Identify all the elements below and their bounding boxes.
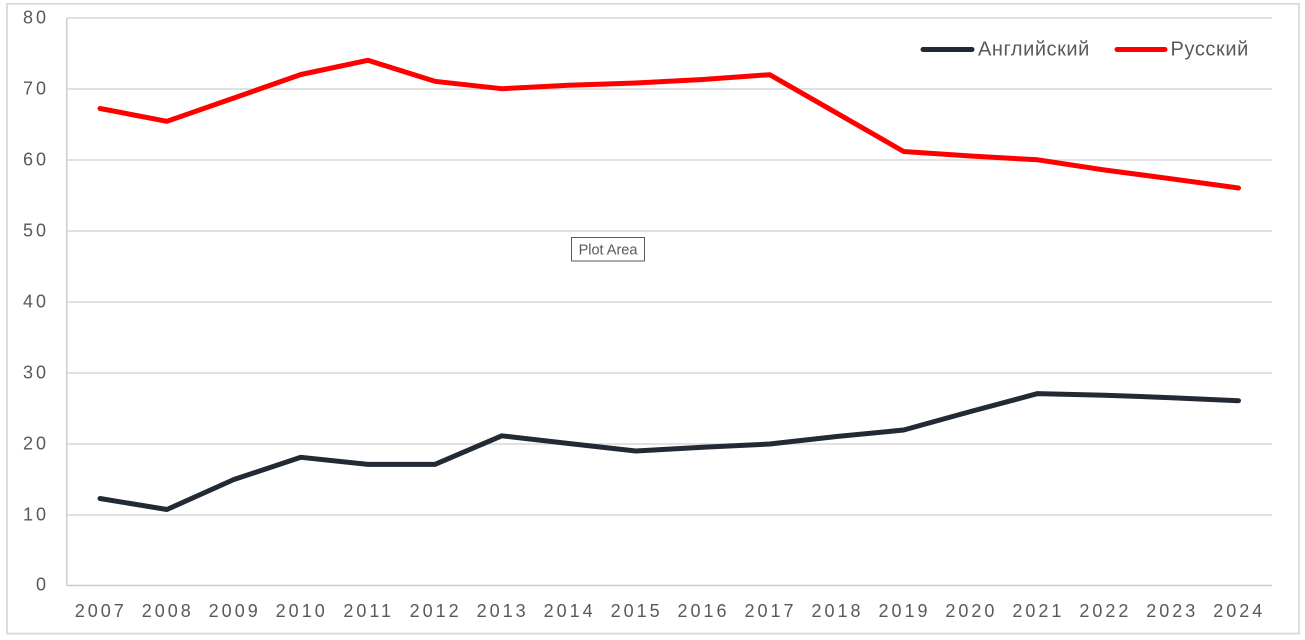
svg-text:70: 70 <box>23 78 49 98</box>
svg-text:2014: 2014 <box>544 601 596 621</box>
svg-text:2013: 2013 <box>477 601 529 621</box>
svg-text:40: 40 <box>23 291 49 311</box>
svg-text:2017: 2017 <box>744 601 796 621</box>
svg-text:50: 50 <box>23 220 49 240</box>
svg-text:2012: 2012 <box>410 601 462 621</box>
svg-text:Английский: Английский <box>978 39 1090 61</box>
svg-text:80: 80 <box>23 7 49 27</box>
svg-text:2007: 2007 <box>75 601 127 621</box>
svg-text:20: 20 <box>23 433 49 453</box>
svg-text:60: 60 <box>23 149 49 169</box>
svg-text:2022: 2022 <box>1079 601 1131 621</box>
svg-text:2019: 2019 <box>878 601 930 621</box>
svg-text:2023: 2023 <box>1146 601 1198 621</box>
svg-text:2009: 2009 <box>209 601 261 621</box>
svg-text:2010: 2010 <box>276 601 328 621</box>
svg-text:30: 30 <box>23 362 49 382</box>
svg-text:2018: 2018 <box>811 601 863 621</box>
svg-text:2016: 2016 <box>677 601 729 621</box>
svg-text:10: 10 <box>23 504 49 524</box>
svg-text:2008: 2008 <box>142 601 194 621</box>
svg-text:Plot Area: Plot Area <box>579 243 639 259</box>
svg-text:Русский: Русский <box>1171 39 1249 61</box>
svg-text:2011: 2011 <box>343 601 394 621</box>
svg-text:0: 0 <box>36 574 49 594</box>
svg-text:2021: 2021 <box>1012 601 1064 621</box>
svg-text:2024: 2024 <box>1213 601 1265 621</box>
svg-text:2015: 2015 <box>611 601 663 621</box>
svg-text:2020: 2020 <box>945 601 997 621</box>
